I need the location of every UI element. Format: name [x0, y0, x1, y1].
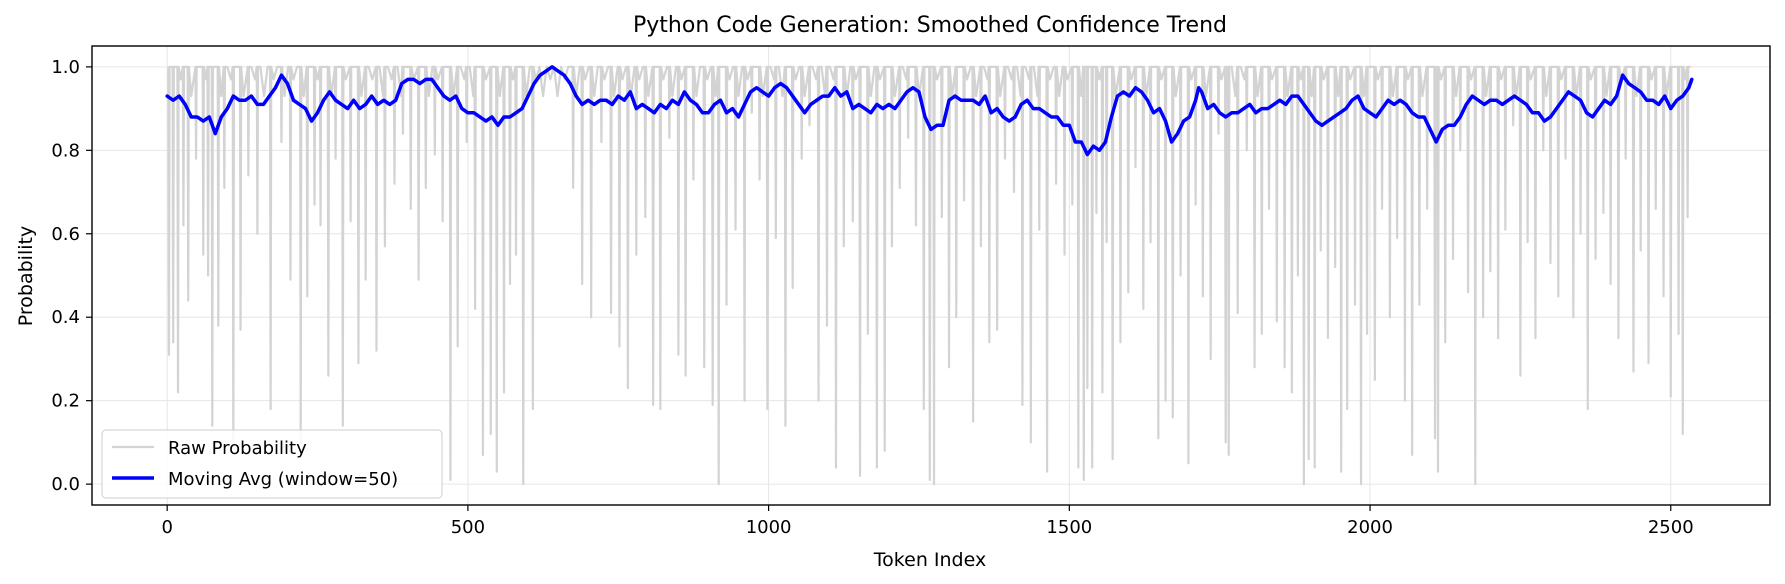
plot-frame [91, 45, 1771, 506]
x-tick-label: 0 [161, 517, 172, 538]
raw-probability-line [167, 65, 1691, 486]
y-tick-label: 0.0 [51, 474, 80, 495]
y-tick-label: 1.0 [51, 57, 80, 78]
y-tick-label: 0.6 [51, 224, 80, 245]
y-tick-label: 0.4 [51, 307, 80, 328]
x-tick-label: 500 [451, 517, 485, 538]
y-axis-ticks: 0.0 0.2 0.4 0.6 0.8 1.0 [51, 57, 92, 495]
raw-probability-series [167, 65, 1691, 486]
legend-raw-label: Raw Probability [168, 438, 307, 459]
chart-title: Python Code Generation: Smoothed Confide… [633, 13, 1227, 38]
x-axis-label: Token Index [873, 549, 986, 571]
legend: Raw Probability Moving Avg (window=50) [101, 429, 443, 499]
moving-average-line [165, 65, 1694, 157]
y-tick-label: 0.2 [51, 391, 80, 412]
y-tick-label: 0.8 [51, 140, 80, 161]
x-axis-ticks: 0 500 1000 1500 2000 2500 [161, 505, 1694, 538]
x-tick-label: 2000 [1347, 517, 1393, 538]
legend-avg-label: Moving Avg (window=50) [168, 469, 398, 490]
legend-box [101, 429, 443, 499]
y-axis-label: Probability [15, 226, 37, 326]
x-tick-label: 1000 [746, 517, 792, 538]
moving-average-series [165, 65, 1694, 157]
x-tick-label: 2500 [1648, 517, 1694, 538]
x-tick-label: 1500 [1046, 517, 1092, 538]
